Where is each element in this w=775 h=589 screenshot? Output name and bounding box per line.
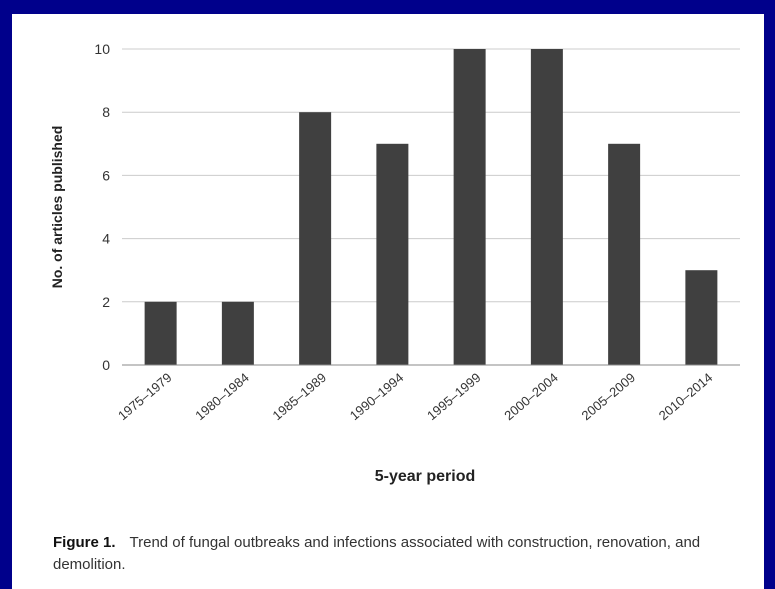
bar bbox=[221, 301, 254, 365]
y-tick-label: 10 bbox=[94, 41, 110, 57]
y-tick-label: 6 bbox=[102, 167, 110, 183]
bar bbox=[608, 143, 641, 365]
figure-panel: 0 2 4 6 8 10 1975–1979 1980–1984 1985–1989 1990–… bbox=[12, 14, 764, 589]
bar bbox=[144, 301, 177, 365]
x-tick-label: 2000–2004 bbox=[501, 370, 560, 423]
x-tick-label: 1980–1984 bbox=[192, 370, 251, 423]
x-axis-label: 5-year period bbox=[375, 468, 475, 485]
x-tick-label: 2005–2009 bbox=[579, 370, 638, 423]
x-tick-label: 1995–1999 bbox=[424, 370, 483, 423]
bar bbox=[530, 49, 563, 365]
x-tick-labels: 1975–1979 1980–1984 1985–1989 1990–1994 1995… bbox=[115, 370, 715, 423]
bar bbox=[453, 49, 486, 365]
x-tick-label: 1990–1994 bbox=[347, 370, 406, 423]
bars bbox=[144, 49, 718, 365]
grid-lines bbox=[122, 48, 740, 303]
x-tick-label: 1975–1979 bbox=[115, 370, 174, 423]
bar-chart: 0 2 4 6 8 10 1975–1979 1980–1984 1985–1989 1990–… bbox=[49, 41, 740, 485]
y-tick-labels: 0 2 4 6 8 10 bbox=[94, 41, 110, 373]
y-axis-label: No. of articles published bbox=[49, 126, 65, 289]
x-tick-label: 1985–1989 bbox=[270, 370, 329, 423]
y-tick-label: 4 bbox=[102, 231, 110, 247]
figure-caption: Figure 1. Trend of fungal outbreaks and i… bbox=[53, 532, 753, 576]
figure-caption-label: Figure 1. bbox=[53, 534, 116, 551]
y-tick-label: 8 bbox=[102, 104, 110, 120]
y-tick-label: 2 bbox=[102, 294, 110, 310]
figure-caption-text: Trend of fungal outbreaks and infections… bbox=[53, 534, 701, 573]
x-tick-label: 2010–2014 bbox=[656, 370, 715, 423]
bar bbox=[685, 270, 718, 365]
bar bbox=[299, 112, 332, 365]
y-tick-label: 0 bbox=[102, 357, 110, 373]
bar bbox=[376, 143, 409, 365]
